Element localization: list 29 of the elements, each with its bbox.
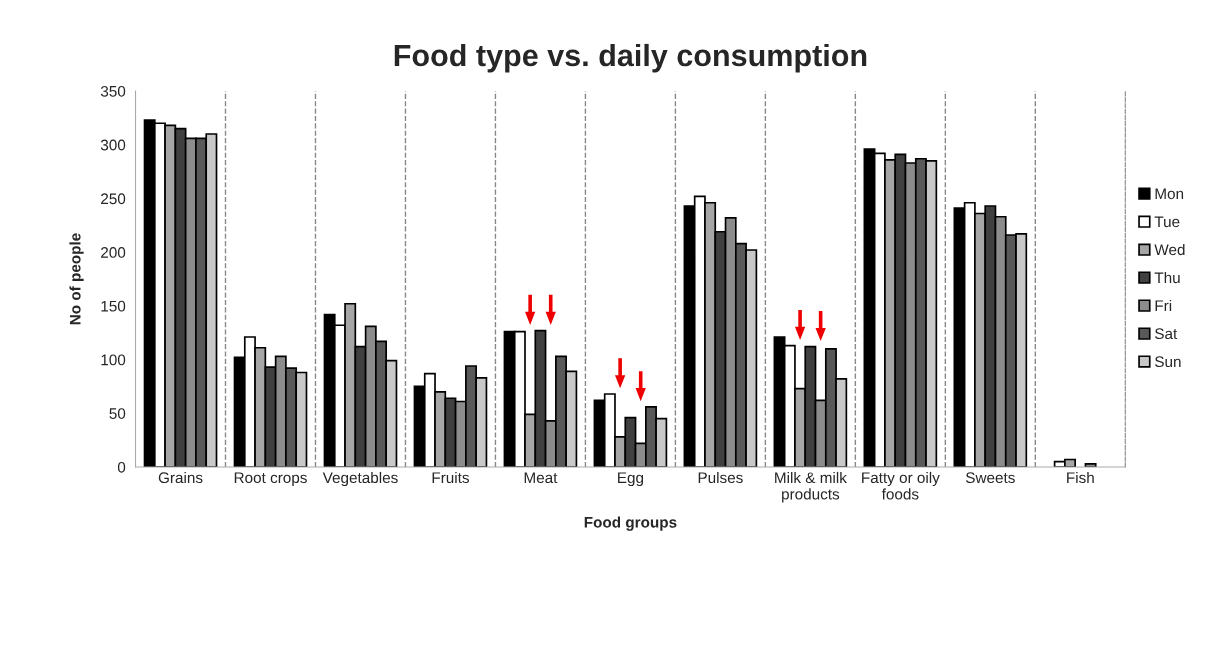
x-tick-label: Pulses [698,471,743,484]
x-tick-label: Egg [618,472,644,487]
legend-label: Fri [1155,299,1172,311]
y-tick-label: 350 [100,85,126,97]
legend-label: Wed [1154,243,1185,256]
x-tick-label: Fish [1067,471,1094,484]
x-axis-title: Food groups [584,516,677,531]
x-tick-label: Vegetables [322,471,398,487]
x-tick-label: Root crops [234,472,307,487]
y-tick-label: 300 [100,139,126,151]
y-tick-label: 0 [117,461,126,473]
y-tick-label: 100 [101,354,126,366]
y-tick-label: 250 [101,193,126,205]
y-axis-title: No of people [69,233,84,325]
y-tick-label: 150 [101,300,126,312]
legend-label: Thu [1154,271,1180,284]
x-tick-label: Fatty or oily foods [862,471,940,500]
x-tick-label: Meat [524,472,558,484]
x-tick-label: Sweets [965,472,1015,484]
y-tick-label: 200 [101,247,126,258]
legend-label: Sat [1155,328,1178,340]
legend-label: Mon [1155,188,1184,200]
legend-label: Tue [1154,216,1180,228]
chart-title: Food type vs. daily consumption [394,43,867,73]
x-tick-label: Milk & milk products [775,471,847,503]
x-tick-label: Grains [158,471,203,484]
y-tick-label: 50 [109,408,126,419]
legend-label: Sun [1155,356,1181,368]
x-tick-label: Fruits [432,471,469,484]
